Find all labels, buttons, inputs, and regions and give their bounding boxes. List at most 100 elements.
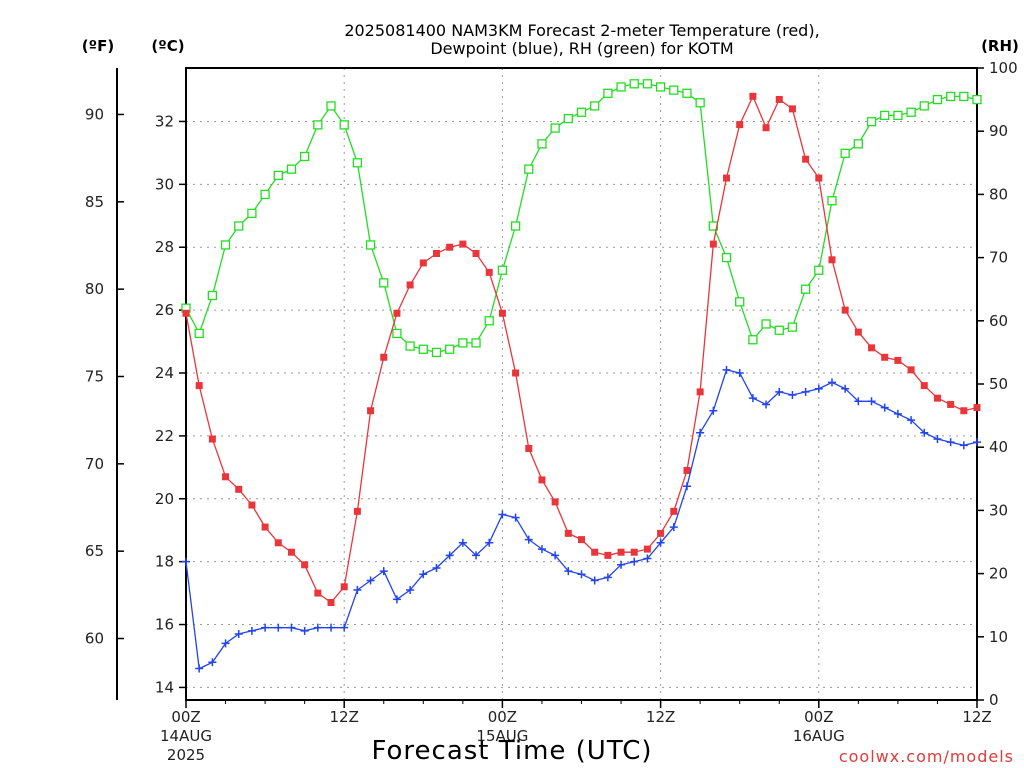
data-point-dewpoint <box>630 557 639 566</box>
data-point-temp <box>788 105 796 113</box>
data-point-temp <box>327 599 335 607</box>
data-series <box>181 79 982 673</box>
data-point-temp <box>947 400 955 408</box>
data-point-dewpoint <box>973 438 981 447</box>
data-point-dewpoint <box>656 538 665 547</box>
data-point-dewpoint <box>722 365 731 374</box>
data-point-dewpoint <box>564 567 573 576</box>
series-line-dewpoint <box>185 369 978 670</box>
data-point-rh <box>866 117 877 127</box>
data-point-temp <box>723 174 731 182</box>
data-point-rh <box>260 189 270 200</box>
fahrenheit-axis-unit: (ºF) <box>82 37 114 55</box>
data-point-temp <box>406 281 414 289</box>
data-point-rh <box>247 208 257 219</box>
data-point-rh <box>932 94 943 105</box>
data-point-rh <box>629 79 639 89</box>
series-rh <box>181 79 982 358</box>
chart-title-line-2: Dewpoint (blue), RH (green) for KOTM <box>430 39 733 58</box>
fahrenheit-tick-label: 65 <box>85 542 104 560</box>
data-point-dewpoint <box>590 576 599 585</box>
data-point-dewpoint <box>920 428 929 437</box>
celsius-tick-label: 22 <box>155 427 174 445</box>
data-point-dewpoint <box>841 384 850 393</box>
data-point-temp <box>340 583 348 591</box>
data-point-temp <box>564 529 572 537</box>
time-tick-date: 15AUG <box>476 727 528 745</box>
data-point-temp <box>261 523 269 531</box>
data-point-temp <box>683 466 691 474</box>
data-point-dewpoint <box>696 428 705 437</box>
fahrenheit-tick-label: 80 <box>85 280 104 298</box>
data-point-dewpoint <box>748 394 757 403</box>
data-point-rh <box>655 82 666 92</box>
data-point-temp <box>604 551 612 559</box>
data-point-rh <box>220 240 231 250</box>
data-point-temp <box>525 444 533 452</box>
data-point-rh <box>194 328 204 339</box>
source-credit: coolwx.com/models <box>839 747 1014 766</box>
data-point-rh <box>471 338 481 348</box>
data-point-temp <box>696 388 704 396</box>
series-line-rh <box>185 83 978 354</box>
data-point-rh <box>642 79 653 89</box>
data-point-dewpoint <box>946 438 955 447</box>
data-point-rh <box>537 139 547 149</box>
data-point-temp <box>854 328 862 336</box>
rh-tick-label: 0 <box>989 691 999 709</box>
data-point-dewpoint <box>907 416 916 425</box>
rh-tick-label: 60 <box>989 312 1008 330</box>
plot-frame <box>185 67 978 701</box>
series-line-temp <box>185 94 978 604</box>
chart-title-line-1: 2025081400 NAM3KM Forecast 2-meter Tempe… <box>344 21 819 40</box>
data-point-dewpoint <box>788 391 797 400</box>
data-point-temp <box>894 356 902 364</box>
rh-tick-label: 70 <box>989 249 1008 267</box>
data-point-rh <box>352 158 363 168</box>
data-point-dewpoint <box>458 538 467 547</box>
data-point-temp <box>643 545 651 553</box>
data-point-temp <box>208 435 216 443</box>
data-point-rh <box>616 82 626 92</box>
data-point-temp <box>907 366 915 374</box>
data-point-rh <box>510 221 521 231</box>
data-point-temp <box>380 353 388 361</box>
celsius-tick-label: 28 <box>155 238 174 256</box>
data-point-temp <box>762 124 770 132</box>
data-point-temp <box>670 507 678 515</box>
celsius-tick-label: 14 <box>155 678 174 696</box>
data-point-temp <box>485 268 493 276</box>
data-point-rh <box>972 94 982 105</box>
data-point-dewpoint <box>432 563 441 572</box>
data-point-rh <box>299 151 310 162</box>
series-dewpoint <box>182 365 981 673</box>
data-point-temp <box>933 394 941 402</box>
data-point-temp <box>920 382 928 390</box>
data-point-rh <box>906 107 916 117</box>
data-point-dewpoint <box>485 538 494 547</box>
data-point-dewpoint <box>182 557 190 566</box>
data-point-dewpoint <box>867 397 876 406</box>
data-point-temp <box>301 561 309 569</box>
data-point-dewpoint <box>643 554 652 563</box>
data-point-dewpoint <box>682 482 691 491</box>
data-point-dewpoint <box>617 560 626 569</box>
data-point-temp <box>498 309 506 317</box>
time-tick-date: 14AUG <box>160 727 212 745</box>
data-point-temp <box>314 589 322 597</box>
data-point-temp <box>802 155 810 163</box>
data-point-dewpoint <box>274 623 283 632</box>
data-point-rh <box>827 196 837 206</box>
data-point-rh <box>313 120 323 130</box>
data-point-temp <box>459 240 467 248</box>
data-point-temp <box>367 407 375 415</box>
celsius-tick-label: 18 <box>155 553 174 571</box>
axis-ticks: 14 16 18 20 22 24 26 28 30 32 60 65 70 75 80 85 90 0 10 20 3… <box>85 59 1018 764</box>
data-point-rh <box>392 328 402 339</box>
data-point-dewpoint <box>340 623 349 632</box>
data-point-temp <box>841 306 849 314</box>
data-point-dewpoint <box>775 387 784 396</box>
data-point-dewpoint <box>287 623 296 632</box>
grid-lines <box>186 68 977 700</box>
